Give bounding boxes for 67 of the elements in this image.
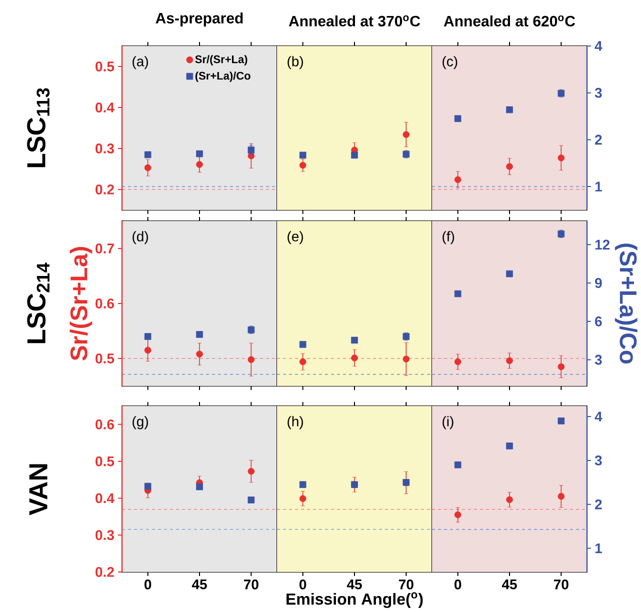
x-tick-label: 70 <box>244 580 258 590</box>
y-tick-label: 0.5 <box>96 62 114 72</box>
x-tick-label: 0 <box>299 580 306 590</box>
point <box>196 161 203 168</box>
y2-tick-label: 3 <box>594 354 602 365</box>
x-tick-label: 45 <box>502 580 517 590</box>
y-tick-label: 0.7 <box>96 244 114 254</box>
annotation: (d) <box>132 231 148 244</box>
point <box>144 164 152 172</box>
point <box>454 290 462 298</box>
y-tick-label: 0.2 <box>96 184 114 194</box>
y-tick-label: 0.3 <box>96 144 114 154</box>
point <box>558 418 565 424</box>
text: LSC$_{113}$ <box>27 88 50 168</box>
y2-tick-label: 3 <box>594 455 602 466</box>
legend-label: (Sr+La)/Co <box>195 72 250 82</box>
annotation: (g) <box>132 416 148 430</box>
annotation: (e) <box>288 231 303 244</box>
chart-title: As-prepared <box>156 12 243 26</box>
point <box>454 115 462 122</box>
point <box>454 461 462 468</box>
y-tick-label: 0.6 <box>96 419 114 430</box>
chart-title: Annealed at 620$^{o}$C <box>444 15 576 26</box>
y2-tick-label: 2 <box>595 499 602 510</box>
point <box>506 106 513 114</box>
y2-tick-label: 12 <box>595 240 610 250</box>
y2-tick-label: 1 <box>595 182 602 192</box>
x-tick-label: 45 <box>346 580 362 590</box>
y-tick-label: 0.4 <box>96 102 114 112</box>
point <box>506 442 513 450</box>
y2-tick-label: 3 <box>594 88 602 98</box>
text: VAN <box>29 464 48 516</box>
y2-tick-label: 2 <box>595 134 602 145</box>
x-tick-label: 0 <box>454 580 462 590</box>
x-axis-title: Emission Angle($^{o}$) <box>286 592 423 608</box>
y2-tick-label: 4 <box>594 41 602 51</box>
annotation: (f) <box>442 231 454 244</box>
x-tick-label: 70 <box>398 580 414 590</box>
y2-tick-label: 1 <box>595 543 602 554</box>
point <box>196 350 203 358</box>
point <box>248 468 255 475</box>
legend-label: Sr/(Sr+La) <box>195 55 248 66</box>
x-tick-label: 70 <box>554 580 568 590</box>
y2-tick-label: 9 <box>595 278 602 288</box>
y-tick-label: 0.3 <box>96 530 114 540</box>
annotation: (c) <box>442 56 458 70</box>
y-tick-label: 0.5 <box>96 456 114 466</box>
point <box>248 356 255 363</box>
y2-tick-label: 4 <box>594 412 602 422</box>
point <box>248 152 255 160</box>
y-axis-title: Sr/(Sr+La) <box>70 247 92 360</box>
x-tick-label: 45 <box>192 580 207 590</box>
annotation: (a) <box>132 56 148 70</box>
annotation: (h) <box>288 416 303 430</box>
y-tick-label: 0.4 <box>96 493 114 504</box>
y-tick-label: 0.6 <box>96 298 114 308</box>
point <box>144 346 152 354</box>
y2-tick-label: 6 <box>595 316 602 326</box>
annotation: (i) <box>442 416 454 430</box>
annotation: (b) <box>288 56 303 70</box>
y2-axis-title: (Sr+La)/Co <box>614 244 638 364</box>
y-tick-label: 0.5 <box>96 354 114 364</box>
y-tick-label: 0.2 <box>96 567 114 577</box>
point <box>506 270 513 278</box>
x-tick-label: 0 <box>144 580 152 590</box>
text: LSC$_{214}$ <box>27 262 50 344</box>
chart-title: Annealed at 370$^{o}$C <box>288 15 420 26</box>
